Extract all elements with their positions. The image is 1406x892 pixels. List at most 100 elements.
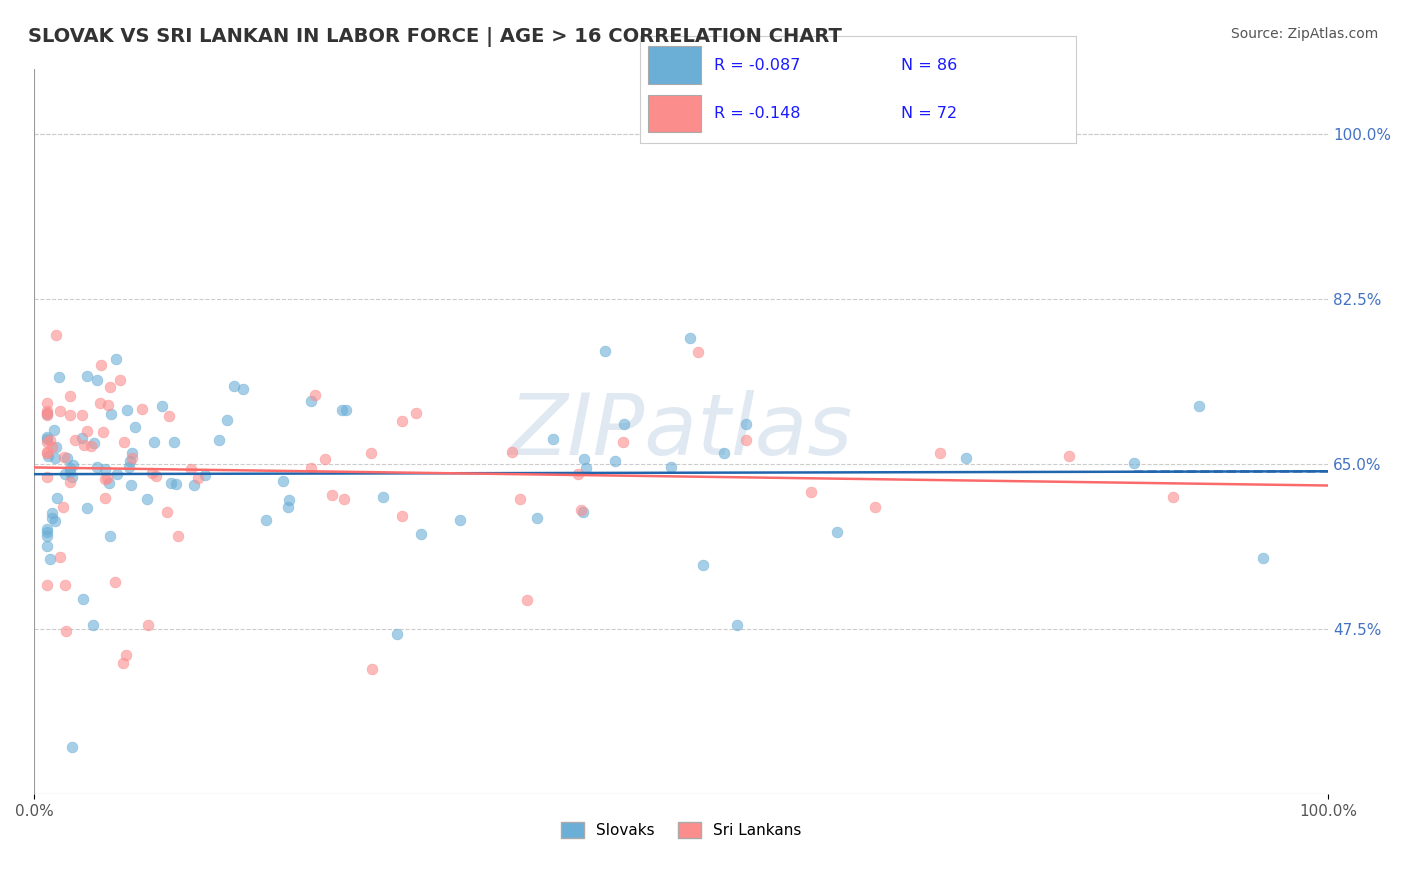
Point [121,445,143,459]
Point [111,656,134,670]
Point [612,434,634,449]
Point [55,451,77,466]
Point [41,440,63,454]
Point [572,452,595,467]
Point [271,475,294,489]
Point [321,488,343,502]
Point [183,478,205,492]
Point [97,398,120,412]
Point [208,433,231,447]
Point [37,432,59,446]
Point [232,382,254,396]
Point [55,624,77,638]
Point [360,446,382,460]
Point [42,423,65,437]
Point [37,406,59,420]
Point [688,344,710,359]
Point [53,578,76,592]
Point [37,404,59,418]
Point [52,500,75,514]
Point [72,592,94,607]
Text: N = 72: N = 72 [901,106,957,121]
Point [49,403,72,417]
Point [224,379,246,393]
Point [37,469,59,483]
Text: N = 86: N = 86 [901,58,957,73]
Point [37,522,59,536]
Point [37,445,59,459]
Point [526,511,548,525]
Point [96,470,118,484]
Point [150,399,173,413]
Text: Source: ZipAtlas.com: Source: ZipAtlas.com [1230,27,1378,41]
Point [59,475,82,489]
Point [254,513,277,527]
Point [44,440,66,454]
Point [501,445,523,459]
Text: R = -0.087: R = -0.087 [714,58,800,73]
Point [37,407,59,421]
Point [865,500,887,514]
Point [98,529,121,543]
Point [41,507,63,521]
Point [929,446,952,460]
Point [180,462,202,476]
Point [94,472,117,486]
Point [89,395,111,409]
Point [94,491,117,505]
Point [330,403,353,417]
Point [136,617,159,632]
Point [335,403,357,417]
Point [100,408,122,422]
Point [118,459,141,474]
Point [124,420,146,434]
Point [1161,490,1184,504]
Point [108,373,131,387]
Point [509,491,531,506]
Point [80,439,103,453]
Point [59,409,82,423]
Point [299,393,322,408]
Point [120,477,142,491]
Point [37,408,59,422]
Point [541,432,564,446]
Text: ZIPatlas: ZIPatlas [509,390,853,473]
Point [37,539,59,553]
Point [60,739,83,754]
Point [142,435,165,450]
Point [91,425,114,440]
Point [41,511,63,525]
Point [314,452,336,467]
Point [76,500,98,515]
Point [131,402,153,417]
Point [53,467,76,481]
Point [115,648,138,662]
Point [157,409,180,423]
Point [83,436,105,450]
Point [145,469,167,483]
Text: SLOVAK VS SRI LANKAN IN LABOR FORCE | AGE > 16 CORRELATION CHART: SLOVAK VS SRI LANKAN IN LABOR FORCE | AG… [28,27,842,46]
Point [167,529,190,543]
Point [62,458,84,472]
Point [409,527,432,541]
Point [90,358,112,372]
Point [567,467,589,482]
Point [159,475,181,490]
Point [569,502,592,516]
Point [603,454,626,468]
Point [1123,456,1146,470]
Point [135,492,157,507]
Legend: Slovaks, Sri Lankans: Slovaks, Sri Lankans [555,816,807,845]
Point [304,387,326,401]
Point [277,500,299,514]
Point [405,406,427,420]
Point [217,413,239,427]
Point [692,558,714,573]
Point [391,509,413,524]
Point [121,450,143,465]
Point [105,352,128,367]
Point [1188,399,1211,413]
Point [165,477,187,491]
Point [613,417,636,431]
Point [299,460,322,475]
